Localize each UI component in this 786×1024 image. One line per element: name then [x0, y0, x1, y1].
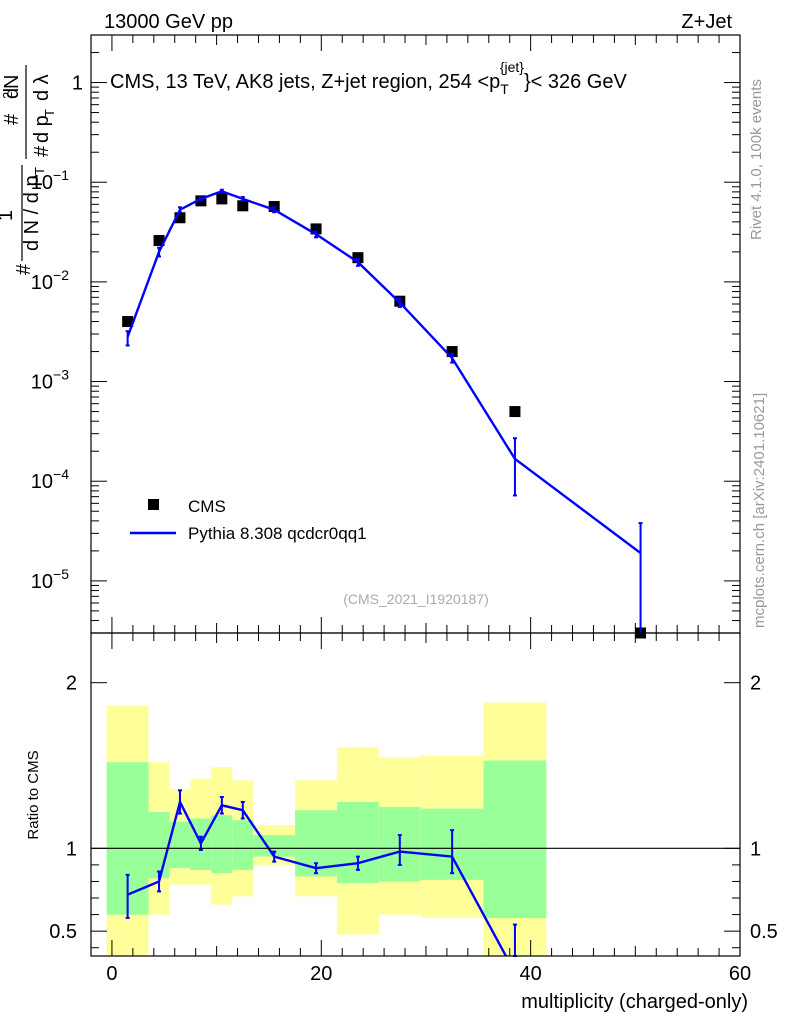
main-y-tick-label: 10−3: [31, 367, 69, 394]
svg-text:#: #: [31, 145, 53, 157]
main-y-tick-label: 1: [72, 73, 83, 95]
main-title-sup: {jet}: [500, 59, 524, 75]
ratio-y-tick-label: 1: [66, 838, 77, 860]
main-title: CMS, 13 TeV, AK8 jets, Z+jet region, 254…: [110, 59, 627, 97]
ratio-line: [127, 798, 508, 956]
header-beam-label: 13000 GeV pp: [104, 11, 233, 33]
x-axis-label: multiplicity (charged-only): [521, 991, 748, 1013]
cms-data-point: [174, 212, 186, 224]
ratio-y-tick-label: 0.5: [49, 921, 77, 943]
rivet-version-label: Rivet 4.1.0, 100k events: [748, 79, 765, 240]
main-title-text: CMS, 13 TeV, AK8 jets, Z+jet region, 254…: [110, 71, 500, 93]
x-tick-label: 40: [520, 963, 542, 985]
svg-text:T: T: [42, 109, 57, 117]
svg-text:1: 1: [0, 210, 17, 221]
green-band: [232, 820, 254, 870]
ratio-y-tick-label-right: 1: [750, 838, 761, 860]
green-band: [169, 821, 191, 869]
main-y-tick-label: 10−2: [31, 267, 69, 294]
main-axes: 10−5 10−4 10−3 10−2 10−1 1: [31, 34, 741, 634]
ratio-y-tick-label-right: 0.5: [750, 921, 778, 943]
cms-data-point: [216, 193, 228, 205]
ratio-y-tick-label: 2: [66, 673, 77, 695]
ratio-axes: 0.5 0.51 12 20 20 40 60: [49, 633, 778, 985]
green-band: [211, 815, 233, 874]
cms-data-point: [352, 252, 364, 264]
svg-text:N: N: [1, 75, 23, 89]
main-panel-frame: [90, 34, 741, 634]
svg-text:2: 2: [0, 92, 15, 99]
ratio-plot-area: [125, 789, 517, 957]
svg-text:d: d: [1, 88, 23, 99]
svg-text:d p: d p: [31, 115, 53, 143]
green-band: [336, 801, 379, 884]
cms-data-point: [237, 200, 249, 212]
legend-cms-label: CMS: [188, 497, 226, 516]
main-y-tick-label: 10−5: [31, 566, 69, 593]
cms-data-point: [446, 346, 458, 358]
mcplots-label: mcplots.cern.ch [arXiv:2401.10621]: [751, 393, 768, 628]
ratio-y-tick-label-right: 2: [750, 673, 761, 695]
main-title-tail: }< 326 GeV: [524, 71, 628, 93]
main-y-tick-label: 10−4: [31, 466, 69, 493]
svg-text:T: T: [32, 167, 47, 175]
legend-pythia-label: Pythia 8.308 qcdcr0qq1: [188, 524, 367, 543]
header-process-label: Z+Jet: [681, 11, 732, 33]
main-plot-area: [122, 188, 647, 639]
ratio-y-axis-label: Ratio to CMS: [25, 750, 42, 839]
x-tick-label: 20: [310, 963, 332, 985]
svg-text:#: #: [1, 113, 23, 125]
green-band: [148, 811, 170, 879]
svg-text:#: #: [13, 263, 35, 275]
pythia-line: [126, 190, 642, 555]
x-tick-label: 0: [106, 963, 117, 985]
x-tick-label: 60: [729, 963, 751, 985]
cms-data-point: [122, 316, 134, 328]
svg-text:d N / d p: d N / d p: [21, 175, 43, 251]
main-y-axis-label: # d N / d p T 1 # d p T d λ N 2 d #: [0, 65, 57, 275]
cms-data-point: [153, 235, 165, 247]
main-y-tick-label: 10−1: [31, 167, 69, 194]
main-title-sub: T: [500, 81, 509, 97]
legend-cms-marker: [148, 499, 159, 510]
ratio-panel-frame: [90, 632, 741, 957]
cms-data-point: [310, 223, 322, 235]
analysis-id: (CMS_2021_I1920187): [343, 591, 489, 607]
green-band: [483, 760, 547, 918]
svg-text:d λ: d λ: [31, 74, 53, 101]
cms-data-point: [509, 406, 521, 418]
